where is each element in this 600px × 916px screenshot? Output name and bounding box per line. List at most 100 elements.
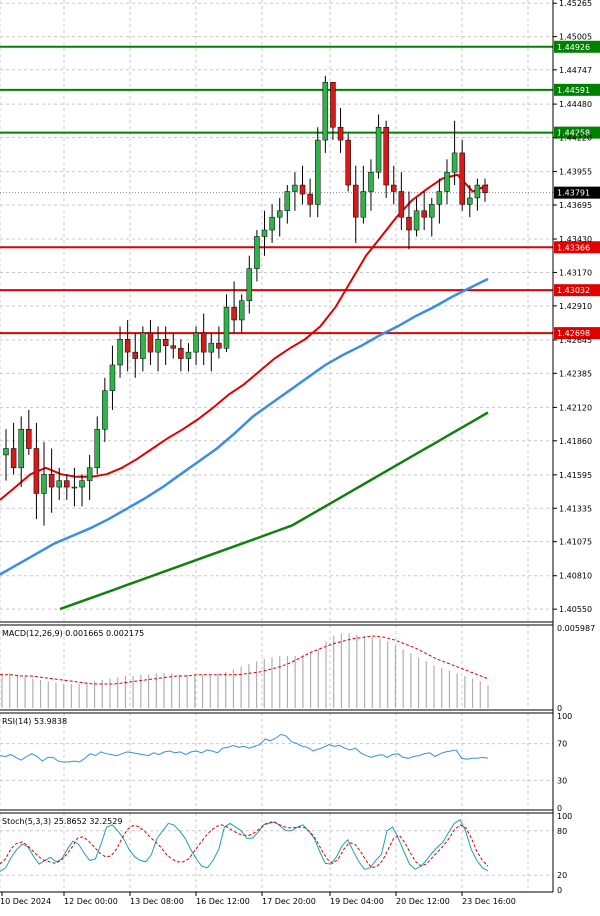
candle-body <box>474 184 481 199</box>
candle-body <box>345 139 351 186</box>
candle-body <box>109 364 116 391</box>
price-tick-label: 1.42645 <box>559 336 592 345</box>
level-label: 1.44591 <box>557 86 590 95</box>
macd-label: MACD(12,26,9) 0.001665 0.002175 <box>2 629 144 638</box>
macd-tick-label: 0.005987 <box>557 624 595 633</box>
candle-body <box>292 184 298 192</box>
candle-body <box>26 428 32 449</box>
x-tick-label: 19 Dec 04:00 <box>330 897 384 906</box>
x-tick-label: 13 Dec 08:00 <box>130 897 184 906</box>
candle-body <box>223 306 230 349</box>
macd-tick-label: 0 <box>557 704 562 713</box>
level-tag <box>554 284 600 297</box>
level-tag <box>554 83 600 96</box>
candle-body <box>140 332 146 359</box>
stoch-tick-label: 0 <box>557 886 562 895</box>
candle-body <box>3 448 9 456</box>
candle-body <box>56 480 62 488</box>
price-tick-label: 1.40810 <box>559 572 592 581</box>
price-tick-label: 1.45265 <box>559 0 592 8</box>
candle-body <box>193 332 199 353</box>
x-tick-label: 12 Dec 00:00 <box>64 897 118 906</box>
current-price-tag <box>554 186 600 199</box>
x-tick-label: 20 Dec 12:00 <box>396 897 450 906</box>
candle-body <box>117 339 123 366</box>
candle-body <box>284 191 291 212</box>
candle-body <box>132 351 139 359</box>
candle-body <box>444 171 450 192</box>
candle-body <box>261 229 268 237</box>
candle-body <box>421 210 427 218</box>
price-tick-label: 1.42385 <box>559 369 592 378</box>
candle-body <box>94 428 100 469</box>
candle-body <box>276 210 283 218</box>
x-tick-label: 10 Dec 2024 <box>0 897 51 906</box>
price-tick-label: 1.44480 <box>559 100 592 109</box>
candle-body <box>86 467 93 481</box>
rsi-tick-label: 0 <box>557 804 562 813</box>
candle-body <box>413 210 420 231</box>
rsi-tick-label: 30 <box>557 776 567 785</box>
candle-body <box>178 348 184 359</box>
stoch-k-line <box>0 818 489 872</box>
candle-body <box>314 139 321 205</box>
candle-body <box>231 306 237 321</box>
stoch-panel <box>0 818 553 876</box>
candle-body <box>10 448 17 469</box>
level-tag <box>554 126 600 139</box>
candle-body <box>436 191 443 205</box>
price-tick-label: 1.43955 <box>559 168 592 177</box>
level-tag <box>554 241 600 254</box>
candle-body <box>147 332 154 353</box>
candle-body <box>102 390 108 430</box>
stoch-tick-label: 100 <box>557 812 572 821</box>
candle-body <box>216 342 222 349</box>
candle-body <box>330 81 336 128</box>
candle-body <box>269 216 275 231</box>
candle-body <box>451 152 458 173</box>
level-label: 1.44926 <box>557 43 590 52</box>
candle-body <box>79 480 85 488</box>
ma-slow-line <box>59 411 489 611</box>
stoch-tick-label: 80 <box>557 827 567 836</box>
candle-body <box>254 236 260 269</box>
candle-body <box>322 81 329 141</box>
candle-body <box>41 473 47 494</box>
macd-signal-line <box>0 635 489 685</box>
level-tag <box>554 327 600 340</box>
ma-mid-line <box>0 277 489 576</box>
candle-body <box>337 126 344 141</box>
price-tick-label: 1.45005 <box>559 33 592 42</box>
level-label: 1.42698 <box>557 329 590 338</box>
price-tick-label: 1.41075 <box>559 538 592 547</box>
candle-body <box>383 126 389 186</box>
rsi-tick-label: 100 <box>557 712 572 721</box>
x-tick-label: 16 Dec 12:00 <box>196 897 250 906</box>
candle-body <box>162 339 169 346</box>
moving-averages <box>0 173 489 611</box>
candle-body <box>352 184 359 218</box>
price-tick-label: 1.41335 <box>559 504 592 513</box>
stoch-d-line <box>0 821 489 869</box>
level-lines: 1.44926 1.44591 1.44258 1.43366 1.43032 1.426… <box>0 40 600 340</box>
candles <box>3 75 488 526</box>
candle-body <box>482 184 488 194</box>
candle-body <box>360 191 367 218</box>
stoch-label: Stoch(5,3,3) 25.8652 32.2529 <box>2 817 122 826</box>
candle-body <box>71 486 78 489</box>
candle-body <box>406 216 412 231</box>
candle-body <box>299 184 306 195</box>
candle-body <box>200 332 207 353</box>
macd-panel <box>0 633 489 708</box>
price-tick-label: 1.40550 <box>559 605 592 614</box>
stoch-tick-label: 20 <box>557 871 567 880</box>
level-label: 1.43366 <box>557 243 590 252</box>
price-tick-label: 1.43430 <box>559 235 592 244</box>
price-tick-label: 1.42910 <box>559 302 592 311</box>
candle-body <box>155 339 161 353</box>
price-tick-label: 1.43695 <box>559 201 592 210</box>
candle-body <box>185 351 192 359</box>
candle-body <box>48 473 55 488</box>
